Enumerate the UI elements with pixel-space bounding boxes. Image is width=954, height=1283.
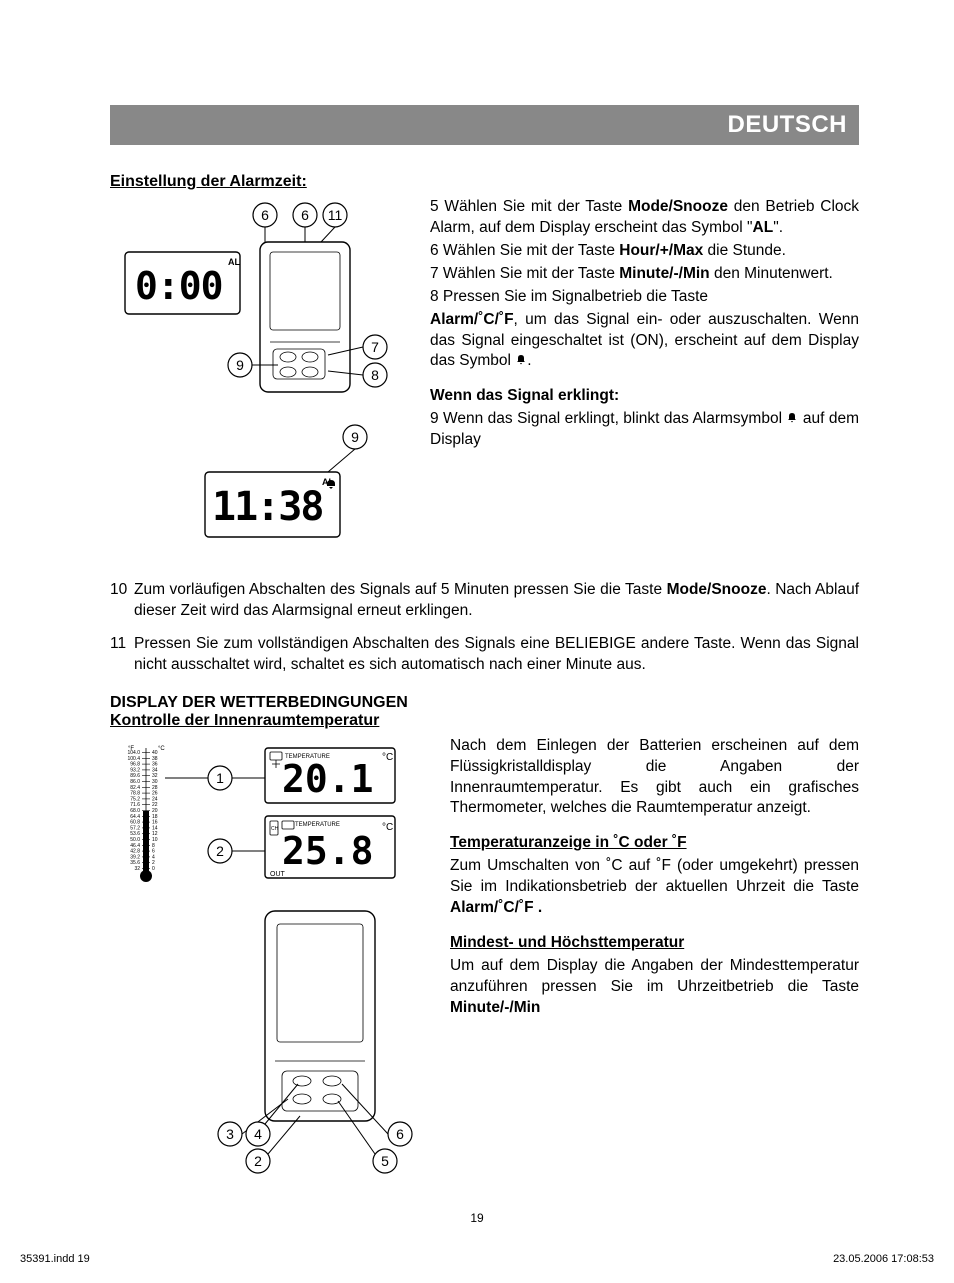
weather-diagram: °F °C 104.0100.496.893.289.686.082.478.8… (110, 736, 430, 1181)
alarm-setting-heading: Einstellung der Alarmzeit: (110, 173, 859, 191)
svg-text:20.1: 20.1 (282, 757, 374, 801)
svg-text:9: 9 (351, 429, 359, 445)
bell-icon (515, 354, 527, 366)
weather-heading: DISPLAY DER WETTERBEDINGUNGEN (110, 694, 859, 712)
svg-text:°C: °C (382, 822, 393, 833)
svg-text:TEMPERATURE: TEMPERATURE (295, 822, 340, 828)
svg-text:9: 9 (236, 357, 244, 373)
alarm-instructions-continued: 10 Zum vorläufigen Abschalten des Signal… (110, 580, 859, 676)
svg-text:6: 6 (261, 207, 269, 223)
weather-subheading: Kontrolle der Innenraumtemperatur (110, 712, 859, 730)
signal-heading: Wenn das Signal erklingt: (430, 386, 859, 407)
footer-file: 35391.indd 19 (20, 1253, 90, 1265)
svg-text:11:38: 11:38 (212, 484, 322, 530)
step5-pre: 5 Wählen Sie mit der Taste (430, 198, 628, 215)
svg-text:4: 4 (254, 1126, 262, 1142)
svg-text:°C: °C (382, 752, 393, 763)
weather-text: Nach dem Einlegen der Batterien erschein… (450, 736, 859, 1181)
svg-text:AL: AL (228, 257, 240, 267)
svg-text:5: 5 (381, 1153, 389, 1169)
svg-text:CH: CH (271, 826, 279, 832)
svg-text:6: 6 (396, 1126, 404, 1142)
cf-heading: Temperaturanzeige in ˚C oder ˚F (450, 833, 859, 854)
svg-text:32: 32 (134, 866, 140, 872)
step5-key: Mode/Snooze (628, 198, 728, 215)
svg-text:OUT: OUT (270, 871, 286, 878)
svg-text:°C: °C (158, 746, 165, 752)
alarm-diagram: 6 6 11 0:00 AL (110, 197, 410, 562)
language-header: DEUTSCH (110, 105, 859, 145)
svg-text:0:00: 0:00 (135, 264, 223, 308)
bell-icon (786, 412, 798, 424)
svg-text:8: 8 (371, 367, 379, 383)
svg-text:11: 11 (328, 207, 343, 223)
svg-text:0: 0 (152, 866, 155, 872)
svg-text:25.8: 25.8 (282, 829, 374, 873)
alarm-instructions: 5 Wählen Sie mit der Taste Mode/Snooze d… (430, 197, 859, 562)
svg-text:6: 6 (301, 207, 309, 223)
svg-text:3: 3 (226, 1126, 234, 1142)
minmax-heading: Mindest- und Höchsttemperatur (450, 933, 859, 954)
page-number: 19 (0, 1211, 954, 1225)
svg-text:2: 2 (254, 1153, 262, 1169)
footer-timestamp: 23.05.2006 17:08:53 (833, 1253, 934, 1265)
svg-text:2: 2 (216, 843, 224, 859)
svg-text:7: 7 (371, 339, 379, 355)
svg-text:1: 1 (216, 770, 224, 786)
